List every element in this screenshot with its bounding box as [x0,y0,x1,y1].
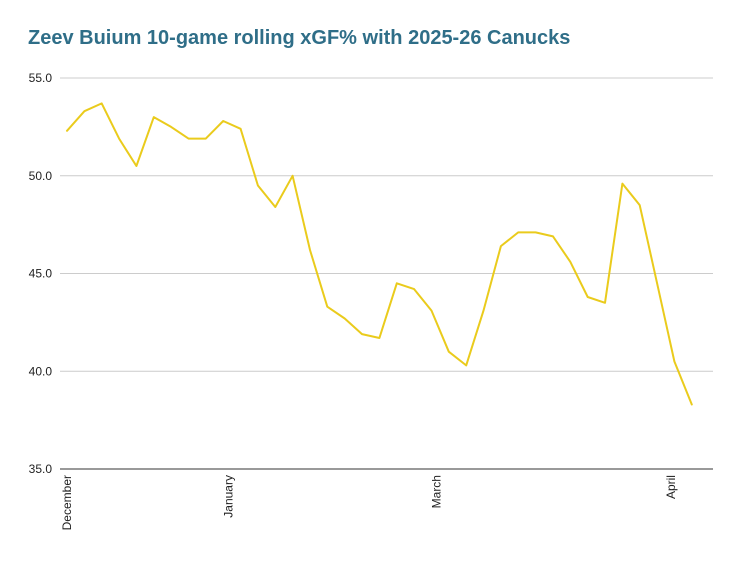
y-tick-label: 40.0 [29,364,53,378]
series-line [66,102,693,406]
chart-title: Zeev Buium 10-game rolling xGF% with 202… [28,27,571,49]
x-tick-label: December [60,475,74,530]
y-tick-label: 55.0 [29,71,53,85]
y-tick-label: 35.0 [29,462,53,476]
y-tick-label: 50.0 [29,169,53,183]
x-tick-label: April [664,475,678,499]
x-tick-label: January [221,475,235,518]
x-tick-label: March [430,475,444,508]
y-tick-label: 45.0 [29,267,53,281]
